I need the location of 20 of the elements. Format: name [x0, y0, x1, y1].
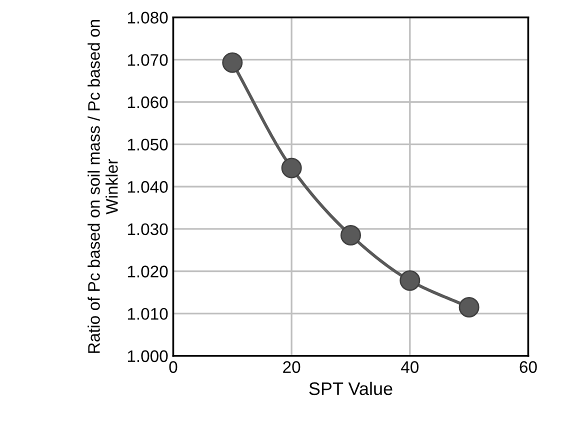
y-tick-label: 1.080 [128, 12, 168, 24]
x-tick-label: 0 [169, 361, 178, 373]
y-tick-label: 1.010 [128, 308, 168, 320]
x-axis-title: SPT Value [309, 382, 392, 396]
x-tick-label: 40 [401, 361, 419, 373]
y-tick-label: 1.000 [128, 350, 168, 362]
x-tick-label: 60 [520, 361, 537, 373]
y-tick-label: 1.030 [128, 223, 168, 236]
y-axis-title: Ratio of Pc based on soil mass / Pc based on Winkler [88, 20, 118, 353]
y-tick-label: 1.050 [128, 138, 168, 151]
y-tick-label: 1.070 [128, 54, 168, 66]
x-tick-label: 20 [283, 361, 300, 373]
point [340, 225, 362, 246]
point [400, 270, 420, 291]
point [281, 158, 302, 178]
point [222, 52, 243, 73]
y-tick-label: 1.020 [128, 266, 168, 278]
y-tick-label: 1.060 [128, 96, 168, 108]
y-tick-label: 1.040 [128, 181, 168, 193]
point [458, 296, 480, 318]
